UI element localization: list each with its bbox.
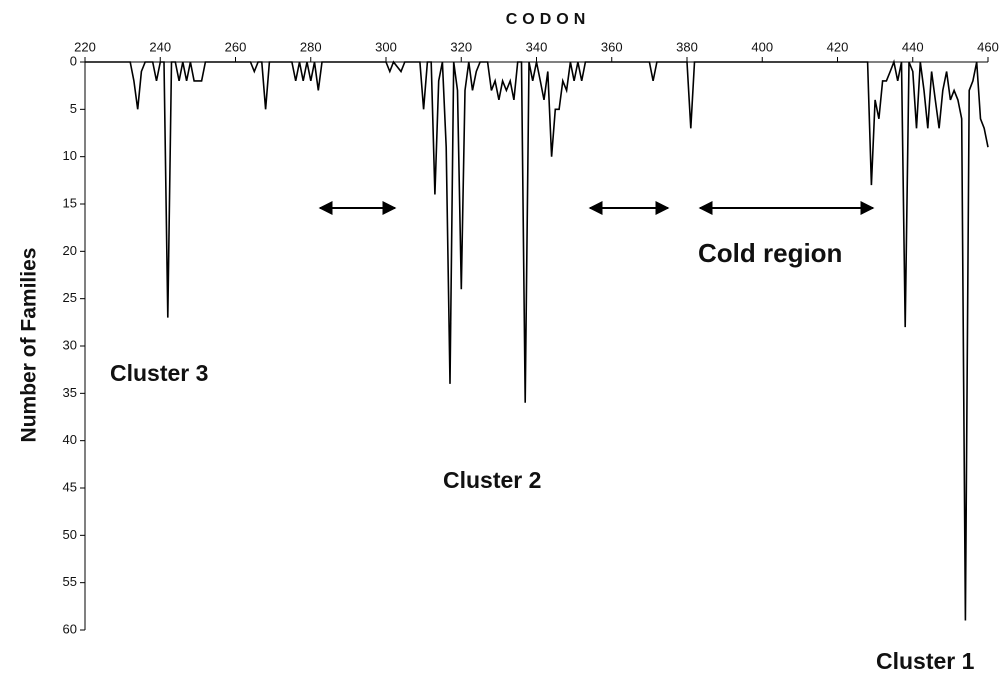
- y-tick-label: 40: [63, 432, 77, 447]
- y-tick-label: 50: [63, 527, 77, 542]
- y-tick-label: 10: [63, 148, 77, 163]
- x-tick-label: 460: [977, 39, 999, 54]
- x-tick-label: 240: [149, 39, 171, 54]
- y-tick-label: 45: [63, 479, 77, 494]
- y-tick-label: 0: [70, 53, 77, 68]
- y-tick-label: 25: [63, 290, 77, 305]
- annotation: Cluster 2: [443, 467, 541, 493]
- y-tick-label: 15: [63, 195, 77, 210]
- x-tick-label: 420: [827, 39, 849, 54]
- y-tick-label: 5: [70, 101, 77, 116]
- y-tick-label: 55: [63, 574, 77, 589]
- y-tick-label: 30: [63, 337, 77, 352]
- y-tick-label: 35: [63, 385, 77, 400]
- x-tick-label: 360: [601, 39, 623, 54]
- y-tick-label: 20: [63, 243, 77, 258]
- data-line: [85, 59, 989, 621]
- x-tick-label: 260: [225, 39, 247, 54]
- x-axis-title: CODON: [506, 11, 591, 28]
- x-tick-label: 300: [375, 39, 397, 54]
- annotation: Cluster 1: [876, 648, 975, 674]
- y-axis-title: Number of Families: [18, 248, 41, 443]
- x-tick-label: 400: [751, 39, 773, 54]
- x-tick-label: 320: [450, 39, 472, 54]
- annotation: Cold region: [698, 238, 842, 268]
- x-tick-label: 380: [676, 39, 698, 54]
- x-tick-label: 440: [902, 39, 924, 54]
- y-tick-label: 60: [63, 621, 77, 636]
- annotation: Cluster 3: [110, 360, 208, 386]
- x-tick-label: 280: [300, 39, 322, 54]
- x-tick-label: 220: [74, 39, 96, 54]
- x-tick-label: 340: [526, 39, 548, 54]
